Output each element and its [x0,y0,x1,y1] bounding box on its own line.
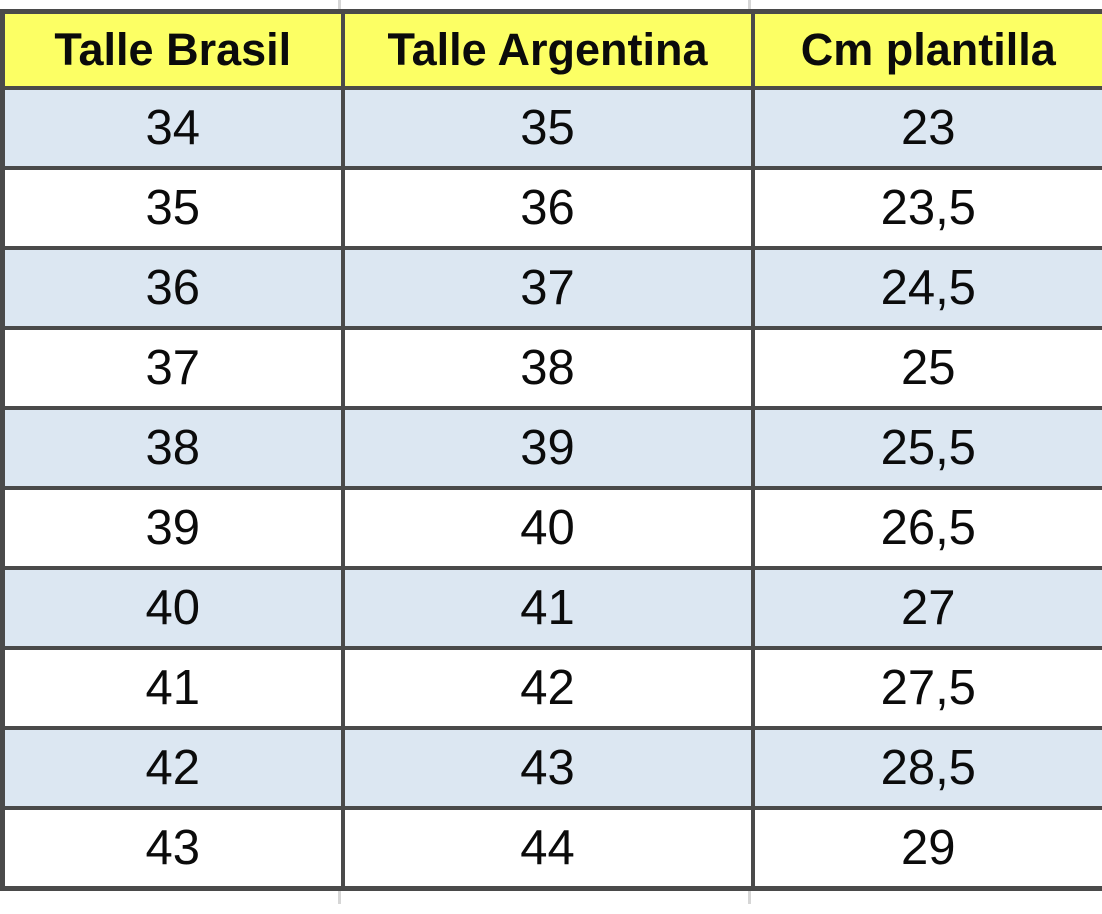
size-conversion-table: Talle Brasil Talle Argentina Cm plantill… [0,9,1102,891]
table-cell: 43 [340,726,755,810]
table-cell: 27 [750,566,1102,650]
table-cell: 38 [0,406,345,490]
table-row: 41 42 27,5 [0,646,1102,730]
table-cell: 43 [0,806,345,891]
table-row: 38 39 25,5 [0,406,1102,490]
table-cell: 25 [750,326,1102,410]
table-row: 35 36 23,5 [0,166,1102,250]
table-row: 42 43 28,5 [0,726,1102,810]
table-cell: 40 [340,486,755,570]
table-cell: 27,5 [750,646,1102,730]
table-row: 34 35 23 [0,86,1102,170]
table-cell: 37 [340,246,755,330]
table-row: 39 40 26,5 [0,486,1102,570]
gridline-vertical [338,891,341,904]
table-row: 43 44 29 [0,806,1102,891]
table-cell: 42 [0,726,345,810]
table-cell: 36 [0,246,345,330]
table-cell: 34 [0,86,345,170]
table-cell: 35 [0,166,345,250]
gridline-vertical [338,0,341,9]
table-row: 37 38 25 [0,326,1102,410]
spreadsheet-gridline-strip-bottom [0,891,1102,904]
table-cell: 35 [340,86,755,170]
header-talle-argentina: Talle Argentina [340,9,755,90]
table-cell: 29 [750,806,1102,891]
table-cell: 37 [0,326,345,410]
table-cell: 42 [340,646,755,730]
gridline-vertical [748,891,751,904]
table-cell: 39 [340,406,755,490]
table-cell: 39 [0,486,345,570]
table-body: 34 35 23 35 36 23,5 36 37 24,5 37 38 25 38 39 25,5 39 40… [0,86,1102,891]
table-cell: 41 [340,566,755,650]
table-cell: 28,5 [750,726,1102,810]
table-cell: 40 [0,566,345,650]
header-row: Talle Brasil Talle Argentina Cm plantill… [0,9,1102,90]
table-cell: 44 [340,806,755,891]
table-row: 36 37 24,5 [0,246,1102,330]
table-cell: 38 [340,326,755,410]
table-cell: 26,5 [750,486,1102,570]
header-talle-brasil: Talle Brasil [0,9,345,90]
table-cell: 25,5 [750,406,1102,490]
table-cell: 36 [340,166,755,250]
table-cell: 24,5 [750,246,1102,330]
table-cell: 23 [750,86,1102,170]
spreadsheet-gridline-strip-top [0,0,1102,9]
table-cell: 41 [0,646,345,730]
table-row: 40 41 27 [0,566,1102,650]
table-cell: 23,5 [750,166,1102,250]
gridline-vertical [748,0,751,9]
header-cm-plantilla: Cm plantilla [750,9,1102,90]
